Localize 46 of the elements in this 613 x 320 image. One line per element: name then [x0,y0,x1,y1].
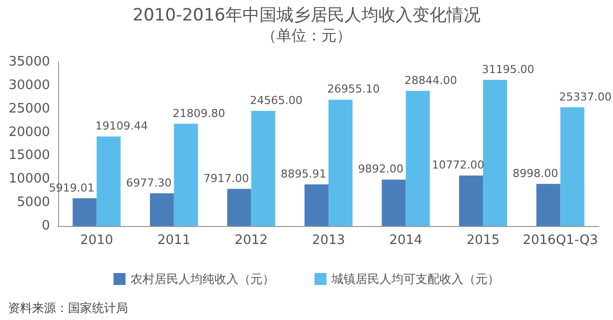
bar [72,198,97,226]
chart-subtitle: （单位：元） [262,26,352,44]
data-label: 19109.44 [95,119,148,132]
y-tick-label: 15000 [8,148,50,164]
x-tick-label: 2015 [466,233,500,248]
data-label: 31195.00 [482,62,534,76]
x-tick-label: 2010 [80,233,114,248]
y-tick-label: 10000 [8,172,50,187]
bar [174,124,198,226]
x-tick-label: 2016Q1-Q3 [522,233,598,248]
y-tick-label: 0 [42,218,50,234]
bar [304,184,328,226]
bar [150,193,174,226]
x-tick-label: 2013 [312,233,346,248]
data-label: 8895.91 [280,167,326,180]
x-tick-label: 2011 [157,233,190,248]
bar [251,110,276,226]
y-tick-label: 25000 [8,101,50,116]
bar [560,107,584,226]
bar [536,184,560,226]
data-label: 26955.10 [327,82,380,96]
legend-label: 城镇居民人均可支配收入（元） [330,272,500,286]
bar [227,188,252,226]
data-label: 9892.00 [358,162,404,176]
bar [382,180,406,226]
x-tick-label: 2014 [389,233,422,248]
y-tick-label: 35000 [8,54,50,70]
x-tick-label: 2012 [234,233,268,248]
text: 资料来源：国家统计局 [8,301,128,315]
data-label: 7917.00 [203,172,249,185]
data-label: 25337.00 [559,90,612,104]
bar [406,90,430,226]
bar [483,80,508,226]
y-tick-label: 5000 [16,195,50,210]
bar [459,176,484,226]
y-tick-label: 30000 [8,78,50,93]
bar [328,100,352,226]
y-tick-label: 20000 [8,124,50,140]
data-label: 24565.00 [250,94,302,107]
data-label: 21809.80 [172,106,226,120]
chart-title: 2010-2016年中国城乡居民人均收入变化情况 [132,6,480,26]
data-label: 28844.00 [404,74,458,87]
data-label: 6977.30 [126,176,172,190]
bar [96,136,121,226]
data-label: 8998.00 [512,166,558,180]
legend-label: 农村居民人均纯收入（元） [130,272,274,286]
